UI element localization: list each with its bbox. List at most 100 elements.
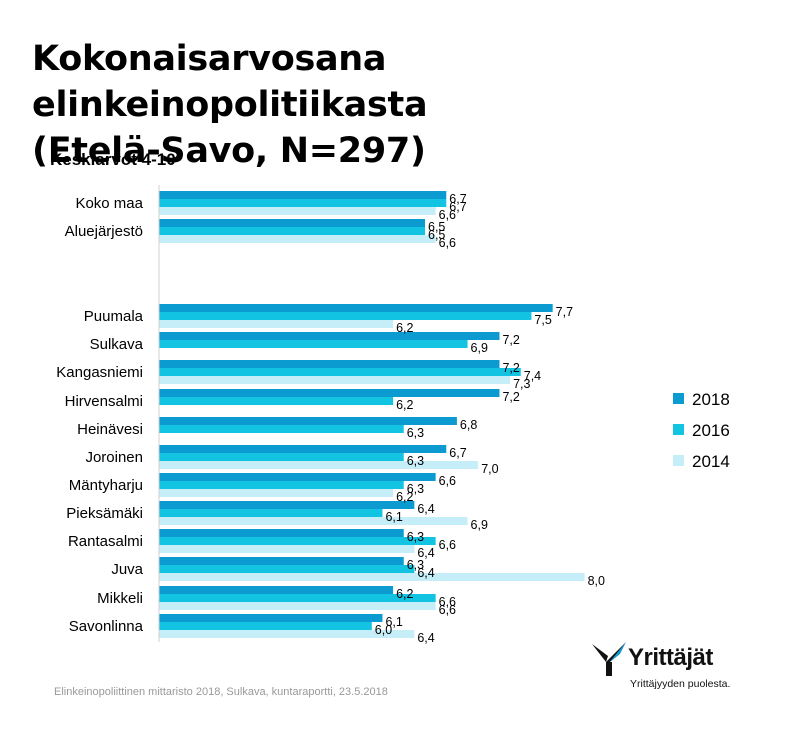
value-label-hirvensalmi-2018: 7,2: [502, 390, 519, 404]
value-label-sulkava-2018: 7,2: [502, 333, 519, 347]
category-label-heinavesi: Heinävesi: [77, 421, 143, 438]
value-label-juva-2014: 8,0: [588, 574, 605, 588]
value-label-hirvensalmi-2016: 6,2: [396, 398, 413, 412]
legend-swatch-2014: [673, 455, 684, 466]
value-label-savonlinna-2016: 6,0: [375, 623, 392, 637]
legend: 2018 2016 2014: [673, 390, 730, 471]
yrittajat-logo-mark: [592, 642, 626, 676]
bar-rantasalmi-2018: [159, 529, 404, 537]
bar-rantasalmi-2016: [159, 537, 436, 545]
bar-kangasniemi-2014: [159, 376, 511, 384]
bar-aluejarjesto-2016: [159, 227, 425, 235]
bar-mantyharju-2014: [159, 489, 394, 497]
bar-juva-2016: [159, 565, 415, 573]
category-label-kangasniemi: Kangasniemi: [56, 364, 143, 381]
bar-savonlinna-2018: [159, 614, 383, 622]
legend-swatch-2016: [673, 424, 684, 435]
value-label-rantasalmi-2016: 6,6: [439, 538, 456, 552]
bar-rantasalmi-2014: [159, 545, 415, 553]
value-label-juva-2018: 6,3: [407, 558, 424, 572]
bar-mantyharju-2018: [159, 473, 436, 481]
logo-slogan: Yrittäjyyden puolesta.: [630, 678, 731, 690]
value-label-mantyharju-2014: 6,2: [396, 490, 413, 504]
category-label-savonlinna: Savonlinna: [69, 618, 144, 635]
bar-mikkeli-2014: [159, 602, 436, 610]
bar-koko-maa-2018: [159, 191, 447, 199]
value-label-kangasniemi-2016: 7,4: [524, 369, 541, 383]
logo-wordmark: Yrittäjät: [628, 644, 713, 671]
value-label-mantyharju-2016: 6,3: [407, 482, 424, 496]
bar-chart: 6,76,76,66,56,56,67,77,56,27,26,97,27,47…: [56, 185, 730, 645]
value-label-koko-maa-2016: 6,7: [449, 200, 466, 214]
bar-heinavesi-2018: [159, 417, 457, 425]
value-label-koko-maa-2018: 6,7: [449, 192, 466, 206]
value-label-kangasniemi-2018: 7,2: [502, 361, 519, 375]
bar-pieksamaki-2018: [159, 501, 415, 509]
bar-pieksamaki-2016: [159, 509, 383, 517]
bar-mikkeli-2018: [159, 586, 394, 594]
value-label-puumala-2014: 6,2: [396, 321, 413, 335]
yrittajat-logo: Yrittäjät Yrittäjyyden puolesta.: [590, 640, 750, 695]
title-line-1: Kokonaisarvosana elinkeinopolitiikasta: [32, 39, 428, 125]
chart-subtitle: Keskiarvot 4-10: [50, 150, 176, 169]
legend-label-2016: 2016: [692, 421, 730, 440]
value-label-pieksamaki-2016: 6,1: [385, 510, 402, 524]
value-label-rantasalmi-2014: 6,4: [417, 546, 434, 560]
legend-label-2014: 2014: [692, 452, 730, 471]
category-label-mantyharju: Mäntyharju: [69, 477, 143, 494]
bar-hirvensalmi-2018: [159, 389, 500, 397]
value-label-joroinen-2018: 6,7: [449, 446, 466, 460]
value-label-sulkava-2016: 6,9: [471, 341, 488, 355]
value-label-pieksamaki-2014: 6,9: [471, 518, 488, 532]
value-label-mikkeli-2018: 6,2: [396, 587, 413, 601]
bar-koko-maa-2014: [159, 207, 436, 215]
chart-title: Kokonaisarvosana elinkeinopolitiikasta (…: [32, 36, 792, 174]
bar-joroinen-2018: [159, 445, 447, 453]
bar-aluejarjesto-2018: [159, 219, 425, 227]
bar-juva-2014: [159, 573, 585, 581]
category-label-hirvensalmi: Hirvensalmi: [65, 393, 143, 410]
bar-mantyharju-2016: [159, 481, 404, 489]
value-label-kangasniemi-2014: 7,3: [513, 377, 530, 391]
category-label-mikkeli: Mikkeli: [97, 590, 143, 607]
value-label-joroinen-2016: 6,3: [407, 454, 424, 468]
bar-juva-2018: [159, 557, 404, 565]
category-label-juva: Juva: [111, 561, 143, 578]
value-label-aluejarjesto-2016: 6,5: [428, 228, 445, 242]
value-label-savonlinna-2018: 6,1: [385, 615, 402, 629]
bar-savonlinna-2014: [159, 630, 415, 638]
bar-joroinen-2014: [159, 461, 479, 469]
value-label-aluejarjesto-2018: 6,5: [428, 220, 445, 234]
value-label-puumala-2018: 7,7: [556, 305, 573, 319]
legend-swatch-2018: [673, 393, 684, 404]
category-label-aluejarjesto: Aluejärjestö: [65, 223, 143, 240]
category-label-joroinen: Joroinen: [85, 449, 143, 466]
bar-joroinen-2016: [159, 453, 404, 461]
legend-label-2018: 2018: [692, 390, 730, 409]
category-label-puumala: Puumala: [84, 308, 144, 325]
title-line-2: (Etelä-Savo, N=297): [32, 131, 426, 171]
value-label-joroinen-2014: 7,0: [481, 462, 498, 476]
bars-layer: [159, 191, 585, 638]
value-label-savonlinna-2014: 6,4: [417, 631, 434, 645]
bar-savonlinna-2016: [159, 622, 372, 630]
value-label-juva-2016: 6,4: [417, 566, 434, 580]
value-label-puumala-2016: 7,5: [534, 313, 551, 327]
value-label-pieksamaki-2018: 6,4: [417, 502, 434, 516]
category-label-sulkava: Sulkava: [90, 336, 144, 353]
bar-mikkeli-2016: [159, 594, 436, 602]
source-footer: Elinkeinopoliittinen mittaristo 2018, Su…: [54, 686, 388, 698]
value-label-rantasalmi-2018: 6,3: [407, 530, 424, 544]
value-label-aluejarjesto-2014: 6,6: [439, 236, 456, 250]
bar-aluejarjesto-2014: [159, 235, 436, 243]
value-label-koko-maa-2014: 6,6: [439, 208, 456, 222]
value-label-mantyharju-2018: 6,6: [439, 474, 456, 488]
bar-puumala-2016: [159, 312, 532, 320]
category-label-rantasalmi: Rantasalmi: [68, 533, 143, 550]
value-label-heinavesi-2018: 6,8: [460, 418, 477, 432]
category-label-pieksamaki: Pieksämäki: [66, 505, 143, 522]
bar-kangasniemi-2016: [159, 368, 521, 376]
bar-pieksamaki-2014: [159, 517, 468, 525]
bar-sulkava-2018: [159, 332, 500, 340]
bar-hirvensalmi-2016: [159, 397, 394, 405]
